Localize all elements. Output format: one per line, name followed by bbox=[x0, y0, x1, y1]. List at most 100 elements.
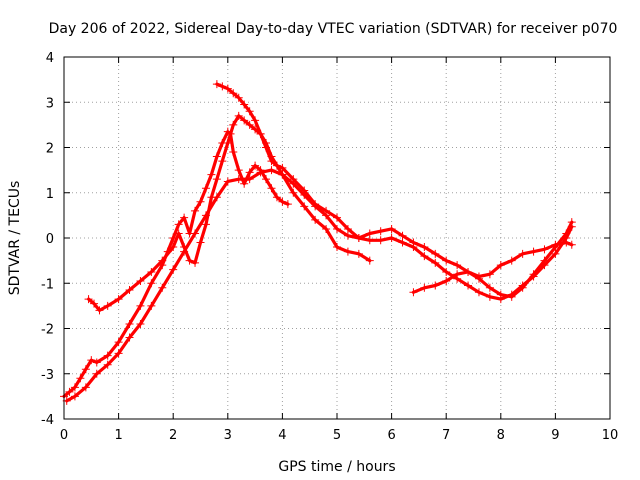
data-point bbox=[180, 243, 189, 252]
chart-title: Day 206 of 2022, Sidereal Day-to-day VTE… bbox=[49, 21, 618, 37]
data-point bbox=[398, 238, 407, 247]
data-point bbox=[223, 177, 232, 186]
data-point bbox=[540, 245, 549, 254]
data-point bbox=[518, 281, 527, 290]
data-point bbox=[234, 111, 243, 120]
y-tick-label: 1 bbox=[46, 187, 54, 202]
data-point bbox=[267, 166, 276, 175]
data-point bbox=[87, 356, 96, 365]
data-point bbox=[431, 281, 440, 290]
series-pass-5 bbox=[409, 238, 576, 297]
y-tick-label: 0 bbox=[46, 232, 54, 247]
axis-ticks: 0 1 2 3 4 5 6 7 8 9 10 -4 -3 -2 -1 0 1 2 3 4 bbox=[41, 51, 618, 443]
data-point bbox=[322, 224, 331, 233]
data-point bbox=[84, 295, 93, 304]
data-point bbox=[442, 276, 451, 285]
data-point bbox=[234, 93, 243, 102]
data-point bbox=[262, 138, 271, 147]
data-point bbox=[431, 249, 440, 258]
data-point bbox=[267, 184, 276, 193]
data-point bbox=[507, 290, 516, 299]
x-tick-label: 10 bbox=[602, 428, 619, 443]
data-point bbox=[70, 383, 79, 392]
series-group bbox=[60, 80, 576, 405]
data-point bbox=[540, 261, 549, 270]
data-point bbox=[322, 206, 331, 215]
data-point bbox=[147, 301, 156, 310]
data-point bbox=[376, 227, 385, 236]
data-point bbox=[518, 249, 527, 258]
data-point bbox=[278, 197, 287, 206]
data-point bbox=[191, 229, 200, 238]
data-point bbox=[485, 292, 494, 301]
data-point bbox=[158, 256, 167, 265]
data-point bbox=[180, 213, 189, 222]
x-axis-label: GPS time / hours bbox=[278, 459, 395, 475]
data-point bbox=[136, 301, 145, 310]
data-point bbox=[420, 283, 429, 292]
data-point bbox=[442, 267, 451, 276]
data-point bbox=[300, 202, 309, 211]
data-point bbox=[409, 243, 418, 252]
data-point bbox=[191, 206, 200, 215]
data-point bbox=[272, 193, 281, 202]
data-point bbox=[485, 270, 494, 279]
data-point bbox=[365, 256, 374, 265]
data-point bbox=[196, 238, 205, 247]
data-point bbox=[114, 295, 123, 304]
data-point bbox=[398, 231, 407, 240]
data-point bbox=[562, 238, 571, 247]
data-point bbox=[212, 80, 221, 89]
series-trace bbox=[215, 82, 574, 301]
data-point bbox=[125, 286, 134, 295]
data-point bbox=[103, 301, 112, 310]
x-tick-label: 2 bbox=[169, 428, 177, 443]
data-point bbox=[240, 179, 249, 188]
x-tick-label: 8 bbox=[497, 428, 505, 443]
series-trace bbox=[65, 168, 574, 403]
data-point bbox=[174, 220, 183, 229]
data-point bbox=[169, 265, 178, 274]
data-point bbox=[300, 186, 309, 195]
data-point bbox=[70, 392, 79, 401]
data-point bbox=[464, 281, 473, 290]
data-point bbox=[92, 369, 101, 378]
x-tick-label: 9 bbox=[551, 428, 559, 443]
data-point bbox=[245, 120, 254, 129]
data-point bbox=[245, 168, 254, 177]
data-point bbox=[333, 243, 341, 252]
data-point bbox=[283, 200, 292, 209]
series-pass-4 bbox=[84, 111, 374, 315]
data-point bbox=[464, 267, 473, 276]
data-point bbox=[251, 161, 260, 170]
data-point bbox=[289, 188, 298, 197]
data-point bbox=[169, 243, 178, 252]
data-point bbox=[218, 157, 227, 166]
data-point bbox=[387, 224, 396, 233]
data-point bbox=[409, 288, 418, 297]
data-point bbox=[114, 338, 123, 347]
data-point bbox=[207, 170, 216, 179]
data-point bbox=[136, 276, 145, 285]
series-pass-2 bbox=[62, 166, 576, 405]
data-point bbox=[201, 220, 210, 229]
x-tick-label: 0 bbox=[60, 428, 68, 443]
data-point bbox=[240, 100, 249, 109]
y-tick-label: 3 bbox=[46, 96, 54, 111]
data-point bbox=[567, 222, 576, 231]
data-point bbox=[229, 148, 238, 157]
data-point bbox=[234, 175, 243, 184]
data-point bbox=[212, 152, 221, 161]
data-point bbox=[229, 89, 238, 98]
data-point bbox=[343, 224, 352, 233]
data-point bbox=[103, 360, 112, 369]
data-point bbox=[567, 240, 576, 249]
y-axis-label: SDTVAR / TECUs bbox=[7, 181, 23, 296]
data-point bbox=[262, 175, 271, 184]
x-tick-label: 4 bbox=[278, 428, 286, 443]
data-point bbox=[223, 84, 232, 93]
data-point bbox=[507, 256, 516, 265]
data-point bbox=[147, 279, 156, 288]
data-point bbox=[103, 351, 112, 360]
data-point bbox=[207, 193, 216, 202]
